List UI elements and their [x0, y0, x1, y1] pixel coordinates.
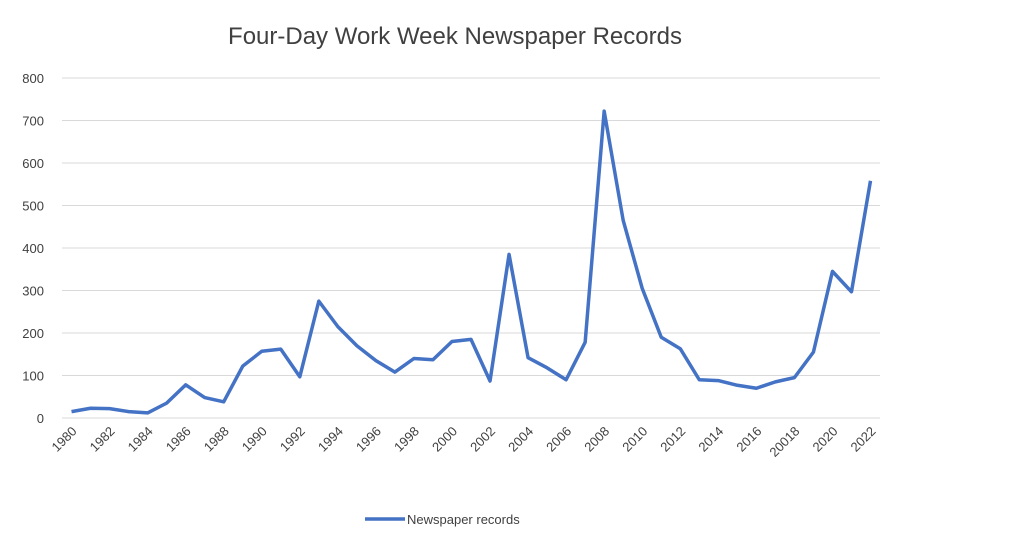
x-tick-label: 2022 [848, 424, 879, 455]
legend-label: Newspaper records [407, 512, 520, 527]
y-tick-label: 300 [22, 284, 44, 299]
x-tick-label: 20018 [766, 424, 802, 460]
x-tick-label: 1996 [353, 424, 384, 455]
y-tick-label: 400 [22, 241, 44, 256]
y-tick-label: 0 [37, 411, 44, 426]
y-tick-label: 700 [22, 114, 44, 129]
x-tick-label: 2004 [505, 424, 536, 455]
x-tick-label: 1980 [49, 424, 80, 455]
x-tick-label: 2008 [581, 424, 612, 455]
x-tick-label: 2014 [695, 424, 726, 455]
x-tick-label: 2000 [429, 424, 460, 455]
x-tick-label: 2020 [810, 424, 841, 455]
y-tick-label: 500 [22, 199, 44, 214]
x-tick-label: 2016 [733, 424, 764, 455]
y-tick-label: 600 [22, 156, 44, 171]
x-tick-label: 2006 [543, 424, 574, 455]
x-tick-label: 1986 [163, 424, 194, 455]
x-tick-label: 2002 [467, 424, 498, 455]
x-tick-label: 1988 [201, 424, 232, 455]
x-tick-label: 2010 [619, 424, 650, 455]
x-tick-label: 1992 [277, 424, 308, 455]
x-tick-label: 1982 [87, 424, 118, 455]
y-tick-label: 800 [22, 71, 44, 86]
x-tick-label: 1994 [315, 424, 346, 455]
x-tick-label: 1998 [391, 424, 422, 455]
x-tick-label: 1990 [239, 424, 270, 455]
chart-title: Four-Day Work Week Newspaper Records [228, 23, 682, 50]
data-line [71, 109, 873, 415]
y-tick-label: 200 [22, 326, 44, 341]
y-tick-label: 100 [22, 369, 44, 384]
x-tick-label: 1984 [125, 424, 156, 455]
x-tick-label: 2012 [657, 424, 688, 455]
